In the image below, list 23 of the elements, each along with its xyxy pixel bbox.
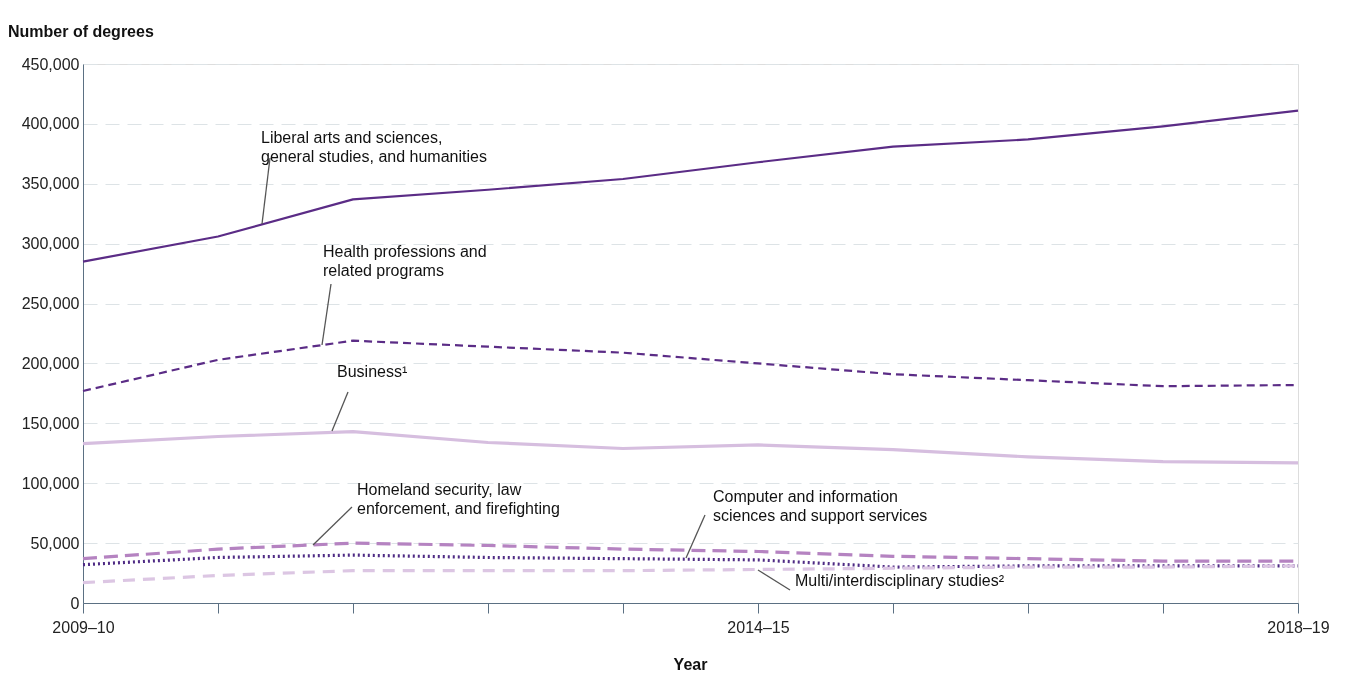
y-tick-label: 200,000	[21, 354, 80, 372]
y-axis-title: Number of degrees	[8, 23, 154, 40]
y-tick-label: 300,000	[21, 235, 80, 253]
series-label: Multi/interdisciplinary studies²	[795, 572, 1005, 589]
y-tick-label: 250,000	[21, 295, 80, 313]
text: Computer and information sciences and support services	[713, 488, 928, 524]
text: Business¹	[337, 363, 408, 380]
text: Health professions and related programs	[323, 243, 487, 279]
line-series	[81, 109, 1300, 263]
y-tick-label: 100,000	[21, 474, 80, 492]
series-label: Homeland security, law enforcement, and firefighting	[357, 481, 560, 517]
y-tick-label: 0	[70, 594, 80, 612]
x-axis-title: Year	[673, 656, 708, 673]
y-tick-label: 50,000	[30, 534, 80, 552]
x-tick-label: 2009–10	[52, 618, 115, 636]
series-label: Liberal arts and sciences, general studies, and humanities	[261, 129, 487, 165]
y-tick-label: 150,000	[21, 414, 80, 432]
line-series	[81, 430, 1300, 465]
y-tick-label: 450,000	[21, 55, 80, 73]
y-tick-label: 400,000	[21, 115, 80, 133]
x-tick-label: 2018–19	[1267, 618, 1330, 636]
x-tick-label: 2014–15	[727, 618, 790, 636]
y-tick-label: 350,000	[21, 175, 80, 193]
